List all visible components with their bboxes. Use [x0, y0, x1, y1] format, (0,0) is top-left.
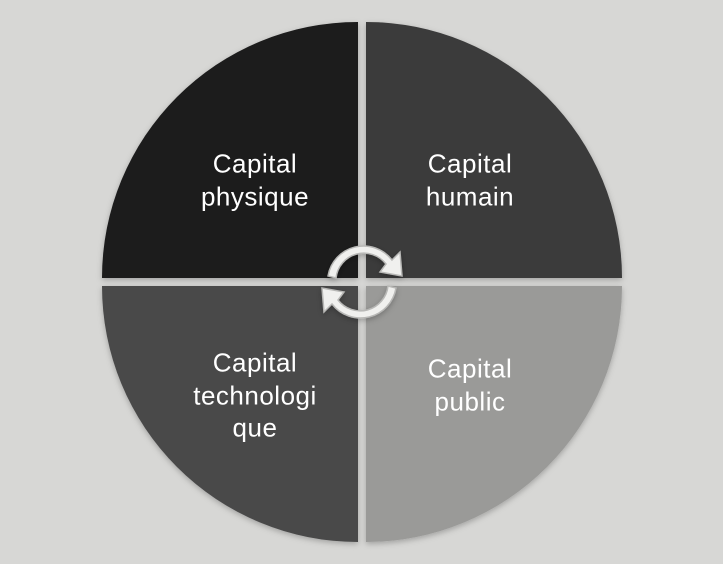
- quadrant-tr: [366, 22, 622, 278]
- pie-svg: [82, 2, 642, 562]
- quadrant-br: [366, 286, 622, 542]
- capital-quadrant-diagram: Capital physique Capital humain Capital …: [0, 0, 723, 564]
- quadrant-bl: [102, 286, 358, 542]
- quadrant-tl: [102, 22, 358, 278]
